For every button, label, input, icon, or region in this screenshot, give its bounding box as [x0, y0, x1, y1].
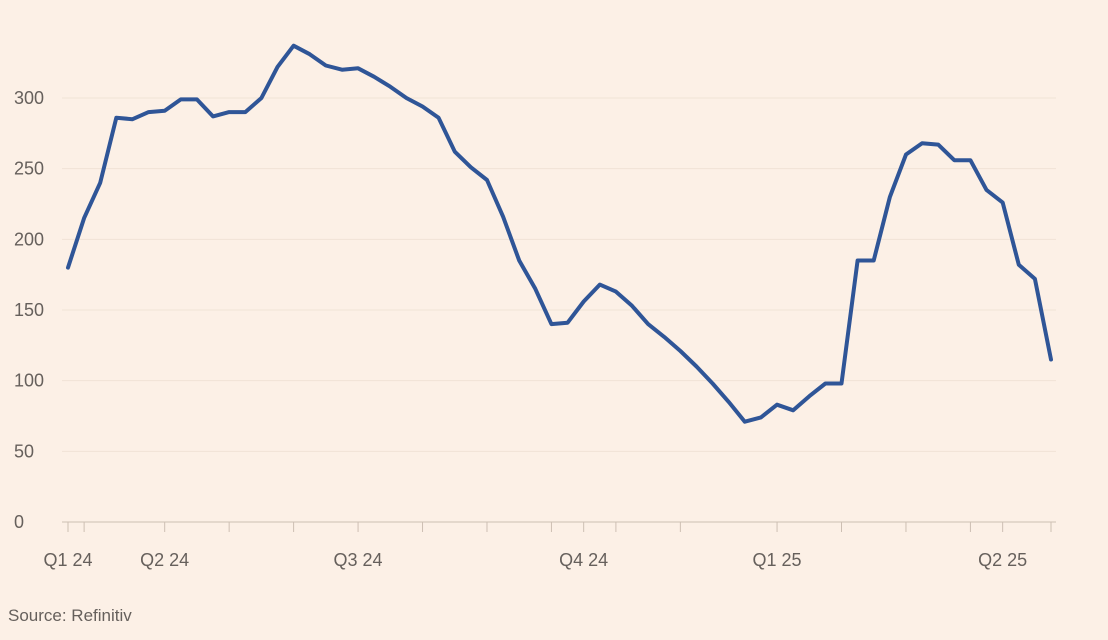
y-tick-label-300: 300 [14, 88, 44, 108]
x-tick-label: Q2 24 [140, 550, 189, 570]
y-tick-label-50: 50 [14, 441, 34, 461]
x-tick-label: Q2 25 [978, 550, 1027, 570]
source-note: Source: Refinitiv [8, 606, 132, 625]
x-tick-label: Q3 24 [334, 550, 383, 570]
x-tick-label: Q1 24 [43, 550, 92, 570]
series-line-0 [66, 43, 1053, 424]
y-tick-label-100: 100 [14, 371, 44, 391]
grid-layer [62, 97, 1056, 523]
series-layer [66, 43, 1053, 424]
y-tick-label-200: 200 [14, 229, 44, 249]
y-tick-label-150: 150 [14, 300, 44, 320]
label-layer: 0 50 100 150 200 250 300 Q1 24 Q2 24 Q3 24 Q4 24 Q1… [14, 88, 1027, 570]
y-tick-label-0: 0 [14, 512, 24, 532]
y-tick-label-250: 250 [14, 159, 44, 179]
x-tick-label: Q4 24 [559, 550, 608, 570]
x-tick-label: Q1 25 [753, 550, 802, 570]
tick-layer [67, 522, 1052, 532]
